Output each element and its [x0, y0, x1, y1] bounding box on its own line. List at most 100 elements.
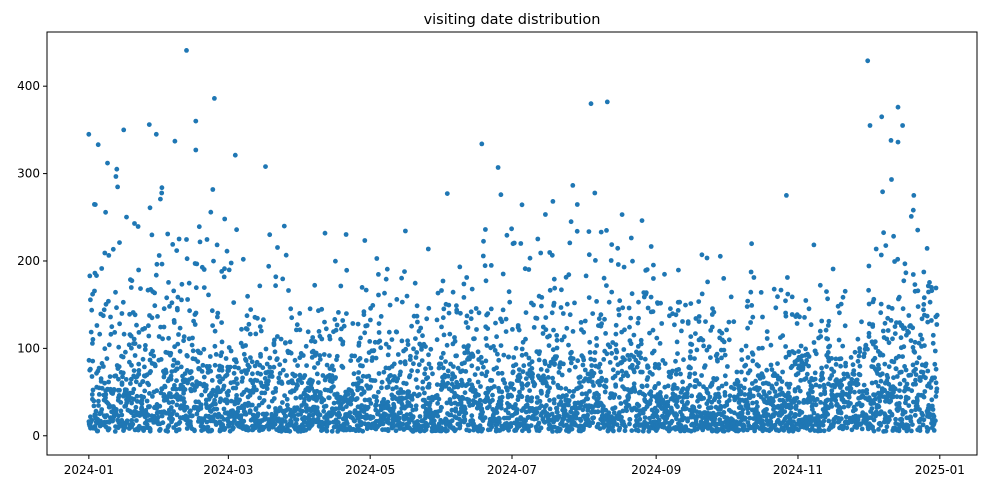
- data-point: [588, 101, 594, 107]
- data-point: [621, 347, 627, 352]
- data-point: [462, 418, 468, 424]
- data-point: [673, 411, 678, 416]
- data-point: [893, 416, 898, 422]
- data-point: [855, 336, 861, 342]
- data-point: [170, 363, 176, 368]
- data-point: [618, 377, 624, 382]
- data-point: [181, 334, 187, 340]
- data-point: [852, 389, 857, 395]
- data-point: [928, 385, 934, 390]
- data-point: [104, 356, 110, 361]
- data-point: [255, 413, 260, 419]
- data-point: [475, 379, 481, 385]
- data-point: [157, 403, 163, 409]
- data-point: [282, 393, 287, 398]
- data-point: [398, 369, 403, 375]
- data-point: [506, 354, 512, 360]
- data-point: [303, 343, 309, 349]
- data-point: [193, 118, 199, 124]
- data-point: [897, 381, 903, 387]
- data-point: [929, 397, 935, 403]
- data-point: [205, 424, 211, 430]
- data-point: [815, 416, 821, 422]
- data-point: [376, 330, 382, 335]
- data-point: [556, 413, 562, 419]
- data-point: [287, 428, 293, 434]
- data-point: [247, 392, 253, 398]
- data-point: [501, 377, 506, 383]
- data-point: [856, 353, 862, 359]
- data-point: [604, 99, 610, 105]
- data-point: [526, 355, 532, 361]
- data-point: [219, 364, 225, 370]
- data-point: [416, 392, 422, 397]
- data-point: [405, 389, 411, 395]
- data-point: [464, 275, 470, 280]
- data-point: [494, 334, 499, 340]
- data-point: [636, 315, 641, 321]
- data-point: [540, 331, 546, 336]
- data-point: [870, 324, 876, 329]
- data-point: [174, 366, 180, 372]
- data-point: [133, 404, 139, 410]
- data-point: [469, 413, 475, 419]
- data-point: [498, 398, 504, 404]
- data-point: [546, 343, 552, 348]
- data-point: [899, 421, 905, 426]
- data-point: [798, 378, 804, 383]
- data-point: [930, 407, 936, 412]
- data-point: [474, 405, 480, 411]
- data-point: [181, 396, 186, 401]
- data-point: [581, 357, 587, 363]
- data-point: [174, 412, 180, 418]
- data-point: [317, 390, 323, 395]
- data-point: [267, 355, 273, 361]
- data-point: [94, 323, 100, 328]
- data-point: [811, 242, 817, 248]
- data-point: [374, 256, 380, 261]
- data-point: [307, 306, 313, 312]
- data-point: [329, 406, 335, 412]
- data-point: [788, 410, 794, 416]
- data-point: [219, 350, 225, 355]
- data-point: [796, 385, 801, 390]
- data-point: [499, 394, 505, 400]
- data-point: [182, 387, 188, 392]
- data-point: [594, 299, 599, 304]
- data-point: [684, 394, 690, 400]
- data-point: [114, 166, 120, 172]
- data-point: [934, 389, 939, 395]
- data-point: [260, 384, 266, 390]
- data-point: [689, 410, 695, 416]
- data-point: [721, 347, 727, 353]
- data-point: [265, 369, 271, 375]
- data-point: [723, 381, 729, 387]
- data-point: [680, 319, 685, 324]
- data-point: [403, 346, 409, 352]
- data-point: [775, 294, 780, 300]
- data-point: [919, 410, 925, 416]
- data-point: [129, 362, 134, 368]
- data-point: [312, 365, 317, 370]
- data-point: [547, 287, 553, 293]
- data-point: [105, 401, 111, 406]
- data-point: [905, 395, 911, 401]
- data-point: [481, 238, 486, 244]
- data-point: [871, 400, 877, 406]
- data-point: [929, 285, 934, 290]
- data-point: [449, 418, 455, 424]
- data-point: [545, 375, 551, 380]
- data-point: [321, 408, 327, 414]
- data-point: [669, 418, 675, 424]
- data-point: [498, 402, 504, 407]
- data-point: [906, 330, 911, 335]
- data-point: [820, 422, 826, 428]
- data-point: [706, 344, 712, 350]
- data-point: [136, 267, 142, 273]
- data-point: [829, 356, 834, 361]
- data-point: [226, 345, 232, 350]
- data-point: [888, 398, 894, 404]
- data-point: [207, 354, 213, 359]
- data-point: [551, 276, 557, 282]
- data-point: [685, 400, 690, 405]
